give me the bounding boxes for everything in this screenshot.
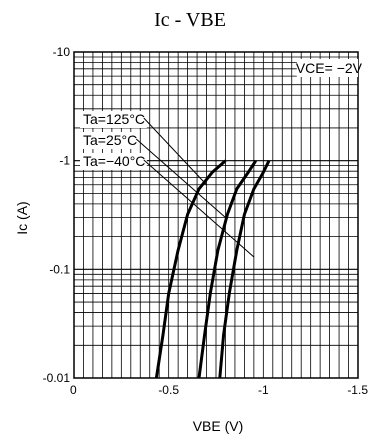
legend-label: Ta=25°C — [83, 132, 137, 148]
condition-box — [296, 59, 358, 77]
x-tick-label: -1.5 — [347, 383, 368, 397]
y-tick-label: -0.1 — [49, 262, 70, 276]
legend-label: Ta=−40°C — [83, 153, 145, 169]
x-axis-label: VBE (V) — [193, 418, 244, 434]
legend-bg — [80, 132, 140, 149]
y-axis-label: Ic (A) — [14, 201, 30, 234]
y-tick-label: -1 — [59, 154, 70, 168]
temperature-labels: Ta=125°C Ta=25°C Ta=−40°C — [80, 111, 255, 258]
legend-label: Ta=125°C — [83, 111, 145, 127]
x-tick-label: -0.5 — [158, 383, 179, 397]
y-tick-label: -10 — [53, 45, 71, 59]
x-tick-labels: 0 -0.5 -1 -1.5 — [70, 383, 368, 397]
series-line — [197, 159, 258, 379]
x-tick-label: -1 — [258, 383, 269, 397]
leader-line — [135, 138, 226, 218]
series-curves — [154, 159, 271, 379]
y-tick-labels: -10 -1 -0.1 -0.01 — [43, 45, 71, 385]
legend-bg — [80, 111, 147, 128]
series-line — [154, 159, 227, 379]
grid — [74, 52, 358, 378]
condition-label: VCE= −2V — [296, 60, 363, 76]
legend-bg — [80, 153, 147, 170]
x-tick-label: 0 — [70, 383, 77, 397]
plot-frame — [73, 51, 359, 379]
leader-line — [143, 117, 207, 186]
leader-line — [143, 159, 255, 258]
chart-title: Ic - VBE — [154, 9, 226, 31]
y-tick-label: -0.01 — [43, 371, 71, 385]
series-line — [218, 160, 271, 379]
